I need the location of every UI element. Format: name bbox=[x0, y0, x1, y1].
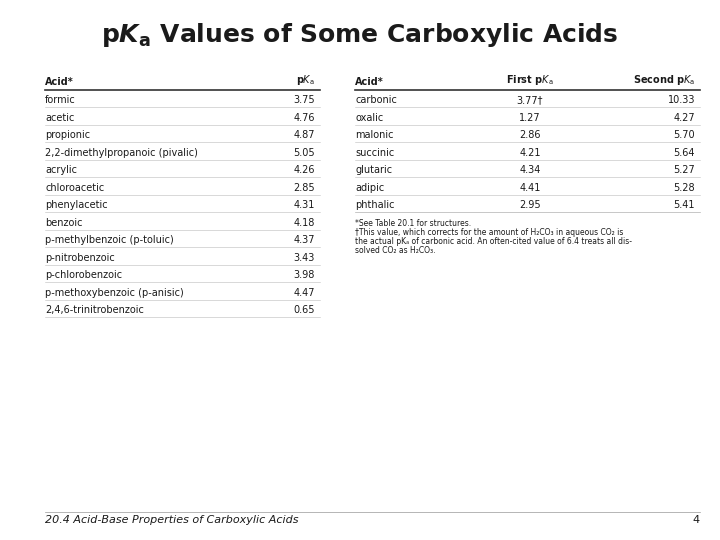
Text: succinic: succinic bbox=[355, 148, 395, 158]
Text: Second p$K_{\rm a}$: Second p$K_{\rm a}$ bbox=[633, 73, 695, 87]
Text: 4.41: 4.41 bbox=[519, 183, 541, 193]
Text: acrylic: acrylic bbox=[45, 165, 77, 176]
Text: 2.95: 2.95 bbox=[519, 200, 541, 211]
Text: 3.43: 3.43 bbox=[294, 253, 315, 263]
Text: carbonic: carbonic bbox=[355, 96, 397, 105]
Text: 4.34: 4.34 bbox=[519, 165, 541, 176]
Text: 3.98: 3.98 bbox=[294, 271, 315, 280]
Text: 4.87: 4.87 bbox=[294, 130, 315, 140]
Text: benzoic: benzoic bbox=[45, 218, 83, 228]
Text: chloroacetic: chloroacetic bbox=[45, 183, 104, 193]
Text: 5.28: 5.28 bbox=[673, 183, 695, 193]
Text: adipic: adipic bbox=[355, 183, 384, 193]
Text: 4.27: 4.27 bbox=[673, 113, 695, 123]
Text: 5.05: 5.05 bbox=[293, 148, 315, 158]
Text: the actual pKₐ of carbonic acid. An often-cited value of 6.4 treats all dis-: the actual pKₐ of carbonic acid. An ofte… bbox=[355, 237, 632, 246]
Text: Acid*: Acid* bbox=[355, 77, 384, 87]
Text: †This value, which corrects for the amount of H₂CO₃ in aqueous CO₂ is: †This value, which corrects for the amou… bbox=[355, 228, 624, 237]
Text: acetic: acetic bbox=[45, 113, 74, 123]
Text: 0.65: 0.65 bbox=[294, 305, 315, 315]
Text: p$K_{\rm a}$: p$K_{\rm a}$ bbox=[296, 73, 315, 87]
Text: propionic: propionic bbox=[45, 130, 90, 140]
Text: 2,4,6-trinitrobenzoic: 2,4,6-trinitrobenzoic bbox=[45, 305, 144, 315]
Text: 3.75: 3.75 bbox=[293, 96, 315, 105]
Text: 4.76: 4.76 bbox=[294, 113, 315, 123]
Text: 2.86: 2.86 bbox=[519, 130, 541, 140]
Text: 5.70: 5.70 bbox=[673, 130, 695, 140]
Text: p-nitrobenzoic: p-nitrobenzoic bbox=[45, 253, 114, 263]
Text: 5.64: 5.64 bbox=[673, 148, 695, 158]
Text: 4.37: 4.37 bbox=[294, 235, 315, 245]
Text: 4: 4 bbox=[693, 515, 700, 525]
Text: 3.77†: 3.77† bbox=[517, 96, 544, 105]
Text: 2.85: 2.85 bbox=[293, 183, 315, 193]
Text: 4.47: 4.47 bbox=[294, 288, 315, 298]
Text: 1.27: 1.27 bbox=[519, 113, 541, 123]
Text: oxalic: oxalic bbox=[355, 113, 383, 123]
Text: 2,2-dimethylpropanoic (pivalic): 2,2-dimethylpropanoic (pivalic) bbox=[45, 148, 198, 158]
Text: p-chlorobenzoic: p-chlorobenzoic bbox=[45, 271, 122, 280]
Text: *See Table 20.1 for structures.: *See Table 20.1 for structures. bbox=[355, 219, 471, 228]
Text: glutaric: glutaric bbox=[355, 165, 392, 176]
Text: 10.33: 10.33 bbox=[667, 96, 695, 105]
Text: formic: formic bbox=[45, 96, 76, 105]
Text: malonic: malonic bbox=[355, 130, 394, 140]
Text: 4.18: 4.18 bbox=[294, 218, 315, 228]
Text: p$\bfit{K}_{\rm\bf a}$ Values of Some Carboxylic Acids: p$\bfit{K}_{\rm\bf a}$ Values of Some Ca… bbox=[102, 21, 618, 49]
Text: p-methoxybenzoic (p-anisic): p-methoxybenzoic (p-anisic) bbox=[45, 288, 184, 298]
Text: solved CO₂ as H₂CO₃.: solved CO₂ as H₂CO₃. bbox=[355, 246, 436, 255]
Text: 5.41: 5.41 bbox=[673, 200, 695, 211]
Text: 5.27: 5.27 bbox=[673, 165, 695, 176]
Text: Acid*: Acid* bbox=[45, 77, 73, 87]
Text: First p$K_{\rm a}$: First p$K_{\rm a}$ bbox=[506, 73, 554, 87]
Text: phenylacetic: phenylacetic bbox=[45, 200, 107, 211]
Text: 4.31: 4.31 bbox=[294, 200, 315, 211]
Text: 20.4 Acid-Base Properties of Carboxylic Acids: 20.4 Acid-Base Properties of Carboxylic … bbox=[45, 515, 299, 525]
Text: 4.26: 4.26 bbox=[294, 165, 315, 176]
Text: 4.21: 4.21 bbox=[519, 148, 541, 158]
Text: p-methylbenzoic (p-toluic): p-methylbenzoic (p-toluic) bbox=[45, 235, 174, 245]
Text: phthalic: phthalic bbox=[355, 200, 395, 211]
